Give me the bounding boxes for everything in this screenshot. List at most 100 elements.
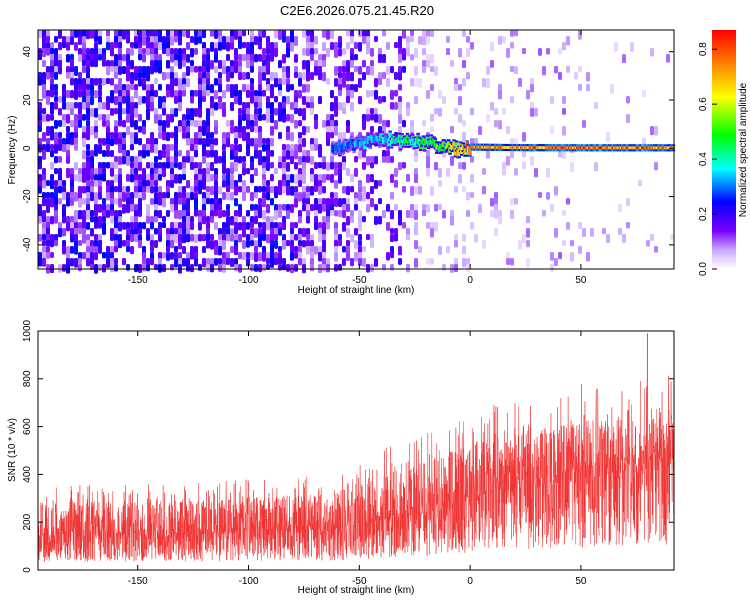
heatmap-cell — [350, 36, 354, 45]
heatmap-cell — [146, 48, 150, 56]
heatmap-cell — [454, 264, 458, 273]
heatmap-cell — [262, 192, 266, 200]
heatmap-cell — [70, 90, 74, 99]
heatmap-cell — [130, 120, 134, 128]
heatmap-cell — [98, 114, 102, 121]
heatmap-cell — [306, 234, 310, 241]
heatmap-cell — [230, 258, 234, 267]
heatmap-cell — [394, 90, 398, 97]
heatmap-cell — [650, 234, 654, 241]
heatmap-cell — [322, 162, 326, 170]
heatmap-cell — [414, 240, 418, 250]
heatmap-cell — [118, 48, 122, 55]
heatmap-cell — [594, 102, 598, 109]
heatmap-cell — [234, 210, 238, 217]
heatmap-cell — [302, 228, 306, 238]
heatmap-cell — [218, 156, 222, 164]
heatmap-cell — [82, 96, 86, 104]
heatmap-cell — [78, 168, 82, 175]
heatmap-cell — [226, 234, 230, 242]
heatmap-cell — [526, 258, 530, 268]
heatmap-cell — [126, 156, 130, 166]
heatmap-cell — [90, 216, 94, 223]
heatmap-cell — [546, 192, 550, 200]
heatmap-ridge — [331, 130, 676, 159]
heatmap-cell — [330, 210, 334, 217]
heatmap-cell — [138, 66, 142, 73]
heatmap-cell — [90, 228, 94, 237]
heatmap-cell — [314, 162, 318, 169]
heatmap-cell — [170, 144, 174, 151]
heatmap-cell — [198, 264, 202, 271]
heatmap-cell — [202, 216, 206, 225]
spectrogram-y-tick-label: -40 — [22, 237, 33, 252]
heatmap-cell — [258, 240, 262, 248]
heatmap-cell — [174, 54, 178, 62]
heatmap-cell — [58, 222, 62, 230]
heatmap-cell — [42, 90, 46, 99]
heatmap-cell — [282, 222, 286, 231]
heatmap-cell — [270, 72, 274, 81]
heatmap-cell — [238, 96, 242, 106]
heatmap-cell — [54, 144, 58, 154]
heatmap-cell — [194, 90, 198, 97]
heatmap-cell — [214, 120, 218, 128]
heatmap-cell — [178, 174, 182, 184]
heatmap-cell — [82, 138, 86, 148]
heatmap-cell — [218, 186, 222, 195]
heatmap-cell — [250, 78, 254, 85]
heatmap-cell — [314, 222, 318, 231]
heatmap-cell — [110, 66, 114, 73]
heatmap-cell — [206, 240, 210, 249]
heatmap-cell — [210, 96, 214, 104]
heatmap-cell — [298, 240, 302, 247]
heatmap-cell — [238, 90, 242, 98]
heatmap-cell — [142, 96, 146, 104]
heatmap-cell — [114, 264, 118, 272]
heatmap-cell — [214, 102, 218, 111]
heatmap-cell — [98, 90, 102, 97]
heatmap-cell — [378, 180, 382, 187]
heatmap-cell — [86, 84, 90, 91]
heatmap-cell — [326, 132, 330, 141]
heatmap-cell — [266, 180, 270, 187]
heatmap-cell — [410, 30, 414, 37]
heatmap-cell — [294, 198, 298, 208]
heatmap-cell — [482, 186, 486, 195]
heatmap-cell — [198, 36, 202, 44]
heatmap-cell — [170, 240, 174, 249]
heatmap-cell — [454, 84, 458, 92]
heatmap-cell — [178, 48, 182, 55]
heatmap-cell — [226, 168, 230, 177]
heatmap-cell — [330, 126, 334, 133]
heatmap-cell — [202, 180, 206, 190]
heatmap-cell — [78, 54, 82, 63]
heatmap-cell — [46, 48, 50, 56]
heatmap-cell — [310, 252, 314, 259]
heatmap-cell — [134, 120, 138, 130]
heatmap-cell — [222, 240, 226, 250]
heatmap-cell — [398, 162, 402, 171]
heatmap-cell — [398, 54, 402, 63]
heatmap-cell — [166, 246, 170, 253]
heatmap-cell — [526, 90, 530, 100]
heatmap-cell — [102, 252, 106, 259]
heatmap-cell — [190, 96, 194, 104]
heatmap-cell — [322, 198, 326, 206]
heatmap-cell — [238, 156, 242, 164]
heatmap-cell — [578, 246, 582, 254]
heatmap-cell — [94, 120, 98, 128]
heatmap-cell — [38, 126, 42, 133]
heatmap-cell — [178, 60, 182, 70]
heatmap-cell — [238, 222, 242, 231]
heatmap-cell — [306, 156, 310, 163]
heatmap-cell — [98, 102, 102, 111]
heatmap-cell — [250, 96, 254, 104]
snr-frame — [37, 330, 675, 571]
heatmap-cell — [122, 138, 126, 147]
heatmap-cell — [378, 216, 382, 225]
heatmap-cell — [386, 120, 390, 128]
heatmap-cell — [70, 234, 74, 243]
heatmap-cell — [370, 108, 374, 115]
heatmap-cell — [90, 246, 94, 254]
